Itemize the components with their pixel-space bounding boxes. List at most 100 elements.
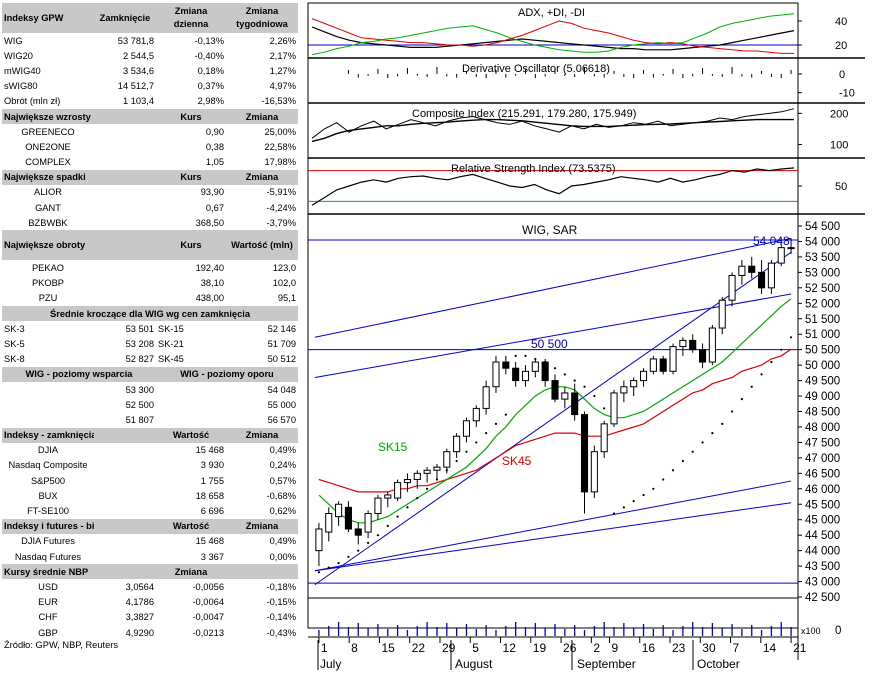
y-tick-label: 100 [830,140,848,152]
table-cell [94,458,156,473]
table-row: WIG20 2 544,5 -0,40% 2,17% [2,48,298,63]
table-header-cell: Największe obroty [2,230,94,261]
table-cell: -0,0047 [192,612,224,623]
candle-body [767,262,775,289]
table-cell [94,503,156,518]
y-tick-label: 0 [839,69,845,81]
x-month-label: October [697,657,740,671]
table-cell [94,473,156,488]
sar-dot [750,385,753,388]
x-tick-label: 7 [733,641,740,655]
table-row: GBP 4,9290 -0,0213 -0,43% [2,625,298,640]
table-header-cell: Zmiana [226,427,298,443]
y-tick-label: 53 000 [805,267,840,279]
table-cell [94,215,156,230]
table-cell: 1 755 [200,475,224,486]
sk45-label: SK45 [502,454,532,468]
volume-tick-label: 0 [835,625,841,637]
table-cell: SK-5 [4,338,25,349]
y-tick-label: 52 500 [805,283,840,295]
y-tick-label: 44 500 [805,530,840,542]
table-cell: SK-15 [158,323,184,334]
x-month-label: August [455,657,493,671]
oscillator-panel-title: Derivative Oscillator (5.06618) [462,63,610,75]
table-cell [94,185,156,200]
y-tick-label: 51 000 [805,329,840,341]
table-row: Obrót (mln zł) 1 103,4 2,98% -16,53% [2,94,298,109]
table-cell: GBP [38,627,58,638]
table-header-row: WIG - poziomy wsparcia WIG - poziomy opor… [2,366,299,382]
table-cell: 15 468 [195,445,224,456]
sar-dot [396,515,399,518]
adx-line [311,26,795,51]
candle-body [433,466,441,471]
table-cell: 52 500 [125,399,154,410]
table-cell: SK-45 [158,354,184,365]
table-row: Nasdaq Composite 3 930 0,24% [2,458,298,473]
table-cell: 93,90 [200,187,224,198]
table-cell [94,443,156,458]
table-cell [94,488,156,503]
table-cell [156,412,226,427]
table-cell [94,534,156,549]
candle-body [344,506,352,530]
sar-dot [524,354,527,357]
table-cell: 50 512 [267,354,297,365]
candle-body [728,274,736,301]
y-tick-label: 49 000 [805,391,840,403]
summary-table: Kursy średnie NBP Zmiana USD 3,0564 -0,0056 -… [2,564,298,640]
table-row: BZBWBK 368,50 -3,79% [2,215,298,230]
table-cell: 2,17% [269,50,296,61]
table-cell: 15 468 [195,536,224,547]
table-cell: Nasdaq Composite [8,460,88,471]
summary-table: Największe obroty Kurs Wartość (mln) PEKAO 1… [2,230,298,306]
x-tick-label: 2 [593,641,600,655]
sar-dot [730,410,734,413]
table-header-row: Największe wzrosty Kurs Zmiana [2,108,298,125]
table-cell [94,200,156,215]
table-cell [2,412,94,427]
candle-body [699,349,707,363]
table-cell: 3 930 [200,460,224,471]
table-header-cell: Indeksy i futures - bieżące [2,518,94,534]
table-cell: 55 000 [267,399,297,410]
candle-body [403,479,411,484]
table-row: PEKAO 192,40 123,0 [2,260,298,275]
sar-dot [416,496,419,500]
candle-body [777,247,785,264]
y-tick-label: 50 500 [805,345,840,357]
candle-body [748,265,756,273]
candle-body [649,358,657,372]
sar-dot [514,354,517,357]
table-cell: 4,97% [269,81,296,92]
technical-chart-panel: ADX, +DI, -DI 20 40 Derivative Oscillator (… [305,0,872,690]
table-row: SK-3 53 501 SK-15 52 146 [2,321,298,336]
candle-body [708,327,716,363]
candle-body [551,380,559,400]
table-row: PKOBP 38,10 102,0 [2,276,298,291]
sar-dot [455,459,458,463]
sar-dot [367,541,370,544]
table-cell: -0,0064 [192,597,224,608]
table-cell: 53 300 [125,384,154,395]
summary-table: Średnie kroczące dla WIG wg cen zamknięc… [2,306,299,367]
table-cell: 17,98% [264,157,296,168]
table-cell: -4,24% [266,202,296,213]
table-row: sWIG80 14 512,7 0,37% 4,97% [2,79,298,94]
candle-body [394,482,402,499]
sar-dot [740,398,743,401]
candle-body [453,435,461,453]
table-row: EUR 4,1786 -0,0064 -0,15% [2,595,298,610]
table-header-cell [94,427,156,443]
y-tick-label: 44 000 [805,546,840,558]
table-cell: SK-8 [4,354,25,365]
table-cell [2,382,94,397]
y-tick-label: 53 500 [805,252,840,264]
table-cell: 3,0564 [125,581,154,592]
table-cell: 0,00% [269,551,296,562]
table-cell: 54 048 [267,384,297,395]
table-header-cell: Kurs [156,108,226,125]
x-tick-label: 16 [642,641,656,655]
candle-body [679,339,687,348]
table-cell: -0,68% [266,490,296,501]
